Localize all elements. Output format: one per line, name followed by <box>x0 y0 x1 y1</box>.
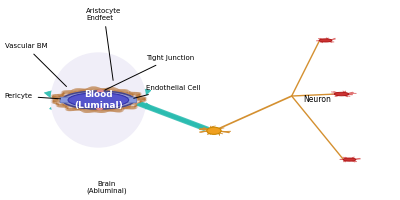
Text: Neuron: Neuron <box>304 95 332 104</box>
Circle shape <box>98 90 103 93</box>
Ellipse shape <box>63 91 134 109</box>
Ellipse shape <box>343 158 356 161</box>
Polygon shape <box>59 107 84 120</box>
FancyBboxPatch shape <box>126 97 137 103</box>
Polygon shape <box>117 88 151 99</box>
Polygon shape <box>97 71 121 90</box>
Polygon shape <box>94 110 116 127</box>
Text: Pericyte: Pericyte <box>5 93 60 99</box>
Circle shape <box>97 107 102 110</box>
Polygon shape <box>44 90 79 101</box>
Ellipse shape <box>319 39 332 42</box>
Ellipse shape <box>50 52 146 148</box>
Text: Brain
(Abluminal): Brain (Abluminal) <box>86 181 127 194</box>
Text: Aristocyte
Endfeet: Aristocyte Endfeet <box>86 8 122 80</box>
Polygon shape <box>111 79 135 92</box>
Polygon shape <box>112 107 138 120</box>
Polygon shape <box>56 82 83 94</box>
Ellipse shape <box>207 127 221 134</box>
Text: Vascular BM: Vascular BM <box>5 43 66 87</box>
Text: Endothelial Cell: Endothelial Cell <box>134 85 201 98</box>
Text: Blood
(Luminal): Blood (Luminal) <box>74 90 123 110</box>
Polygon shape <box>75 74 96 91</box>
Ellipse shape <box>68 93 129 107</box>
FancyBboxPatch shape <box>60 97 70 103</box>
Polygon shape <box>50 101 80 111</box>
Text: Tight Junction: Tight Junction <box>105 55 194 90</box>
Polygon shape <box>78 110 99 127</box>
Polygon shape <box>118 100 152 110</box>
Ellipse shape <box>334 92 349 96</box>
